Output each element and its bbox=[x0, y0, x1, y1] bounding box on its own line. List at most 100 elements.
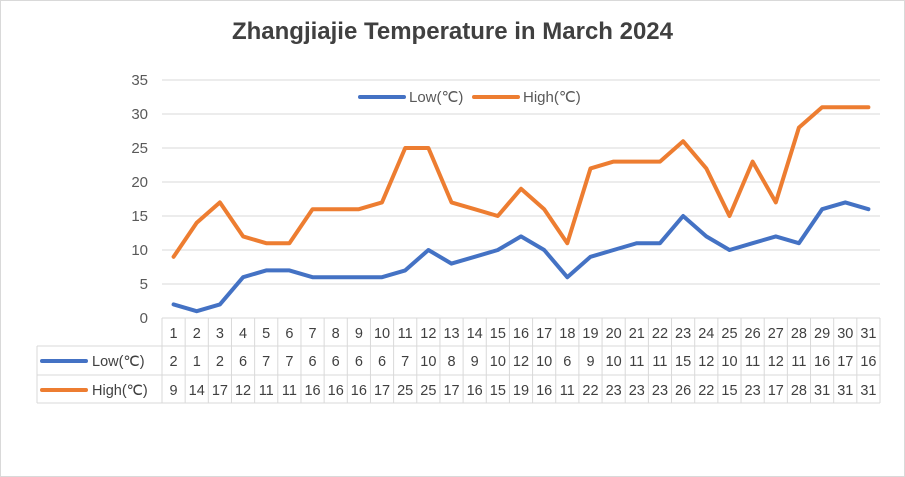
table-value-cell: 11 bbox=[282, 383, 297, 399]
table-value-cell: 11 bbox=[791, 354, 806, 370]
table-value-cell: 16 bbox=[351, 383, 367, 399]
table-value-cell: 6 bbox=[378, 354, 386, 370]
table-value-cell: 19 bbox=[513, 383, 529, 399]
table-series-name: Low(℃) bbox=[92, 354, 145, 370]
table-value-cell: 12 bbox=[768, 354, 784, 370]
table-value-cell: 23 bbox=[606, 383, 622, 399]
table-value-cell: 22 bbox=[698, 383, 714, 399]
table-value-cell: 14 bbox=[189, 383, 205, 399]
x-category-label: 2 bbox=[193, 326, 201, 342]
table-value-cell: 31 bbox=[860, 383, 876, 399]
table-value-cell: 11 bbox=[652, 354, 667, 370]
x-category-label: 27 bbox=[768, 326, 784, 342]
table-value-cell: 1 bbox=[193, 354, 201, 370]
x-category-label: 13 bbox=[443, 326, 459, 342]
x-category-label: 12 bbox=[420, 326, 436, 342]
x-category-label: 17 bbox=[536, 326, 552, 342]
x-category-label: 24 bbox=[698, 326, 714, 342]
x-category-label: 20 bbox=[606, 326, 622, 342]
table-value-cell: 31 bbox=[814, 383, 830, 399]
table-value-cell: 17 bbox=[768, 383, 784, 399]
table-value-cell: 11 bbox=[629, 354, 644, 370]
x-category-label: 16 bbox=[513, 326, 529, 342]
x-category-label: 3 bbox=[216, 326, 224, 342]
x-category-label: 18 bbox=[559, 326, 575, 342]
table-value-cell: 10 bbox=[490, 354, 506, 370]
table-value-cell: 9 bbox=[586, 354, 594, 370]
table-value-cell: 17 bbox=[443, 383, 459, 399]
table-value-cell: 9 bbox=[471, 354, 479, 370]
y-tick-label: 20 bbox=[131, 174, 148, 191]
y-tick-label: 30 bbox=[131, 106, 148, 123]
x-category-label: 14 bbox=[467, 326, 483, 342]
x-category-label: 25 bbox=[721, 326, 737, 342]
table-value-cell: 10 bbox=[536, 354, 552, 370]
y-tick-label: 5 bbox=[140, 276, 148, 293]
table-value-cell: 7 bbox=[285, 354, 293, 370]
table-value-cell: 16 bbox=[814, 354, 830, 370]
table-value-cell: 6 bbox=[563, 354, 571, 370]
table-value-cell: 6 bbox=[332, 354, 340, 370]
y-tick-label: 0 bbox=[140, 310, 148, 327]
table-value-cell: 23 bbox=[745, 383, 761, 399]
x-category-label: 7 bbox=[309, 326, 317, 342]
y-tick-label: 25 bbox=[131, 140, 148, 157]
table-value-cell: 11 bbox=[560, 383, 575, 399]
series-line bbox=[171, 105, 871, 259]
table-value-cell: 16 bbox=[328, 383, 344, 399]
table-value-cell: 17 bbox=[212, 383, 228, 399]
legend-label: High(℃) bbox=[523, 89, 581, 106]
x-category-label: 10 bbox=[374, 326, 390, 342]
y-tick-label: 35 bbox=[131, 72, 148, 89]
x-category-label: 29 bbox=[814, 326, 830, 342]
table-value-cell: 2 bbox=[216, 354, 224, 370]
x-category-label: 9 bbox=[355, 326, 363, 342]
table-value-cell: 10 bbox=[606, 354, 622, 370]
table-value-cell: 16 bbox=[304, 383, 320, 399]
table-value-cell: 22 bbox=[582, 383, 598, 399]
x-category-label: 22 bbox=[652, 326, 668, 342]
x-category-label: 28 bbox=[791, 326, 807, 342]
x-category-label: 5 bbox=[262, 326, 270, 342]
table-value-cell: 15 bbox=[721, 383, 737, 399]
table-value-cell: 8 bbox=[447, 354, 455, 370]
table-value-cell: 6 bbox=[355, 354, 363, 370]
table-value-cell: 23 bbox=[629, 383, 645, 399]
table-value-cell: 11 bbox=[745, 354, 760, 370]
table-value-cell: 25 bbox=[420, 383, 436, 399]
table-series-name: High(℃) bbox=[92, 383, 148, 399]
y-tick-label: 10 bbox=[131, 242, 148, 259]
table-value-cell: 6 bbox=[239, 354, 247, 370]
series-line bbox=[171, 200, 871, 314]
table-value-cell: 2 bbox=[170, 354, 178, 370]
table-value-cell: 15 bbox=[675, 354, 691, 370]
table-value-cell: 17 bbox=[374, 383, 390, 399]
legend-label: Low(℃) bbox=[409, 89, 463, 106]
x-category-label: 11 bbox=[398, 326, 413, 342]
x-category-label: 26 bbox=[745, 326, 761, 342]
x-category-label: 6 bbox=[285, 326, 293, 342]
x-category-label: 8 bbox=[332, 326, 340, 342]
table-value-cell: 17 bbox=[837, 354, 853, 370]
table-value-cell: 16 bbox=[536, 383, 552, 399]
x-category-label: 4 bbox=[239, 326, 247, 342]
table-value-cell: 10 bbox=[420, 354, 436, 370]
table-value-cell: 28 bbox=[791, 383, 807, 399]
table-value-cell: 25 bbox=[397, 383, 413, 399]
table-value-cell: 16 bbox=[860, 354, 876, 370]
table-value-cell: 12 bbox=[698, 354, 714, 370]
table-value-cell: 7 bbox=[401, 354, 409, 370]
x-category-label: 31 bbox=[860, 326, 876, 342]
x-category-label: 23 bbox=[675, 326, 691, 342]
x-category-label: 21 bbox=[629, 326, 645, 342]
table-value-cell: 11 bbox=[259, 383, 274, 399]
x-category-label: 30 bbox=[837, 326, 853, 342]
x-category-label: 15 bbox=[490, 326, 506, 342]
table-value-cell: 12 bbox=[235, 383, 251, 399]
table-value-cell: 9 bbox=[170, 383, 178, 399]
y-tick-label: 15 bbox=[131, 208, 148, 225]
table-value-cell: 15 bbox=[490, 383, 506, 399]
table-value-cell: 16 bbox=[467, 383, 483, 399]
table-value-cell: 23 bbox=[652, 383, 668, 399]
